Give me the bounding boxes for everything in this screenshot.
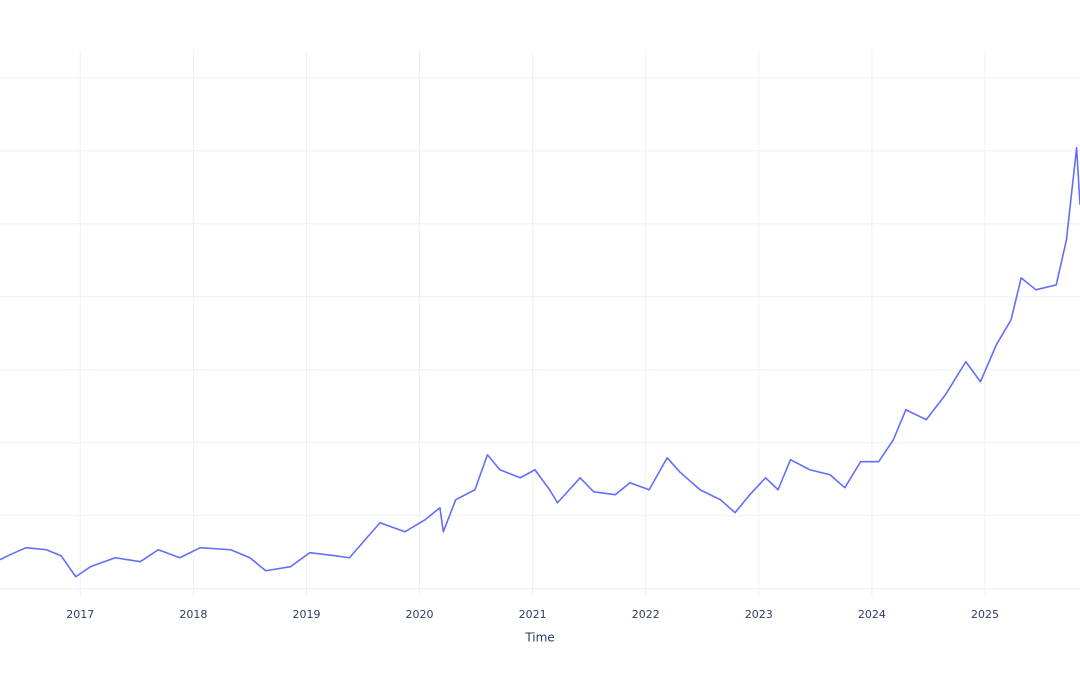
x-tick-label: 2017 [66, 608, 94, 621]
x-tick-label: 2018 [179, 608, 207, 621]
x-axis-title: Time [524, 631, 554, 645]
line [0, 147, 1080, 578]
x-tick-label: 2022 [632, 608, 660, 621]
x-tick-label: 2023 [745, 608, 773, 621]
x-tick-label: 2020 [406, 608, 434, 621]
x-tick-label: 2019 [292, 608, 320, 621]
x-tick-label: 2024 [858, 608, 886, 621]
x-tick-label: 2025 [971, 608, 999, 621]
x-tick-label: 2021 [519, 608, 547, 621]
